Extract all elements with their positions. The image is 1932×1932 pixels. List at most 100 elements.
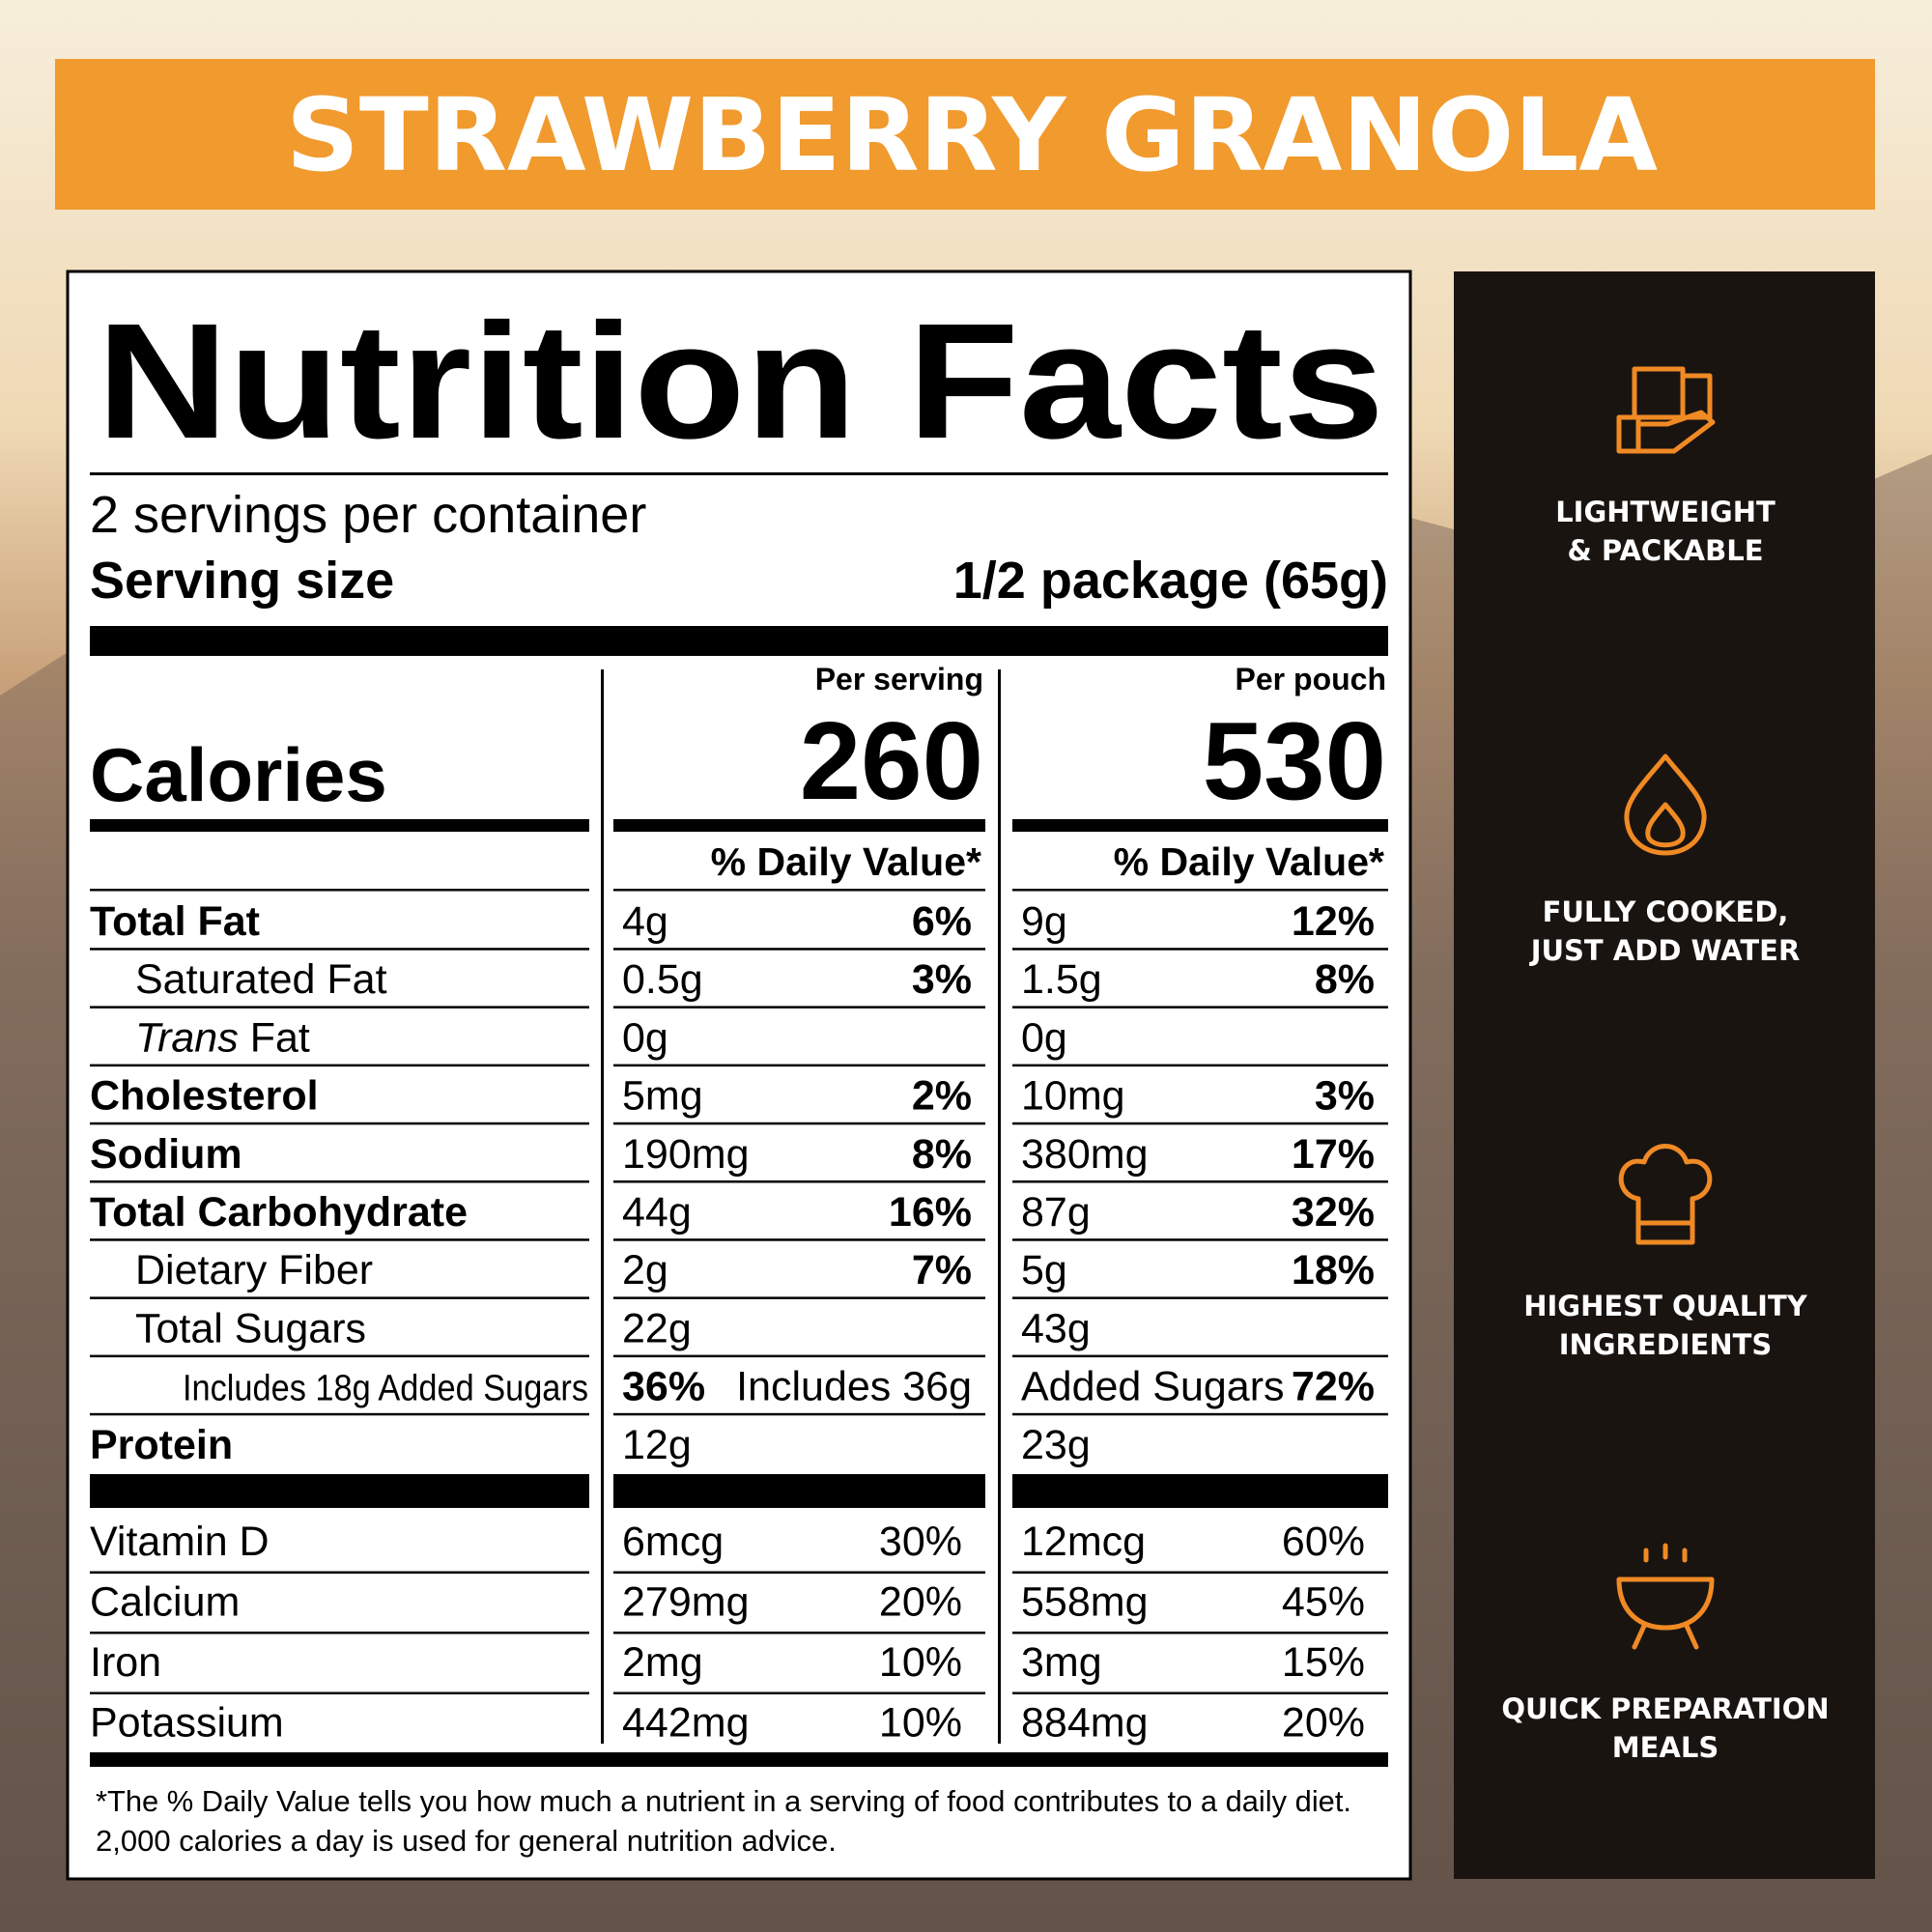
daily-value: 8% — [1315, 956, 1375, 1003]
amount: 5g — [1021, 1247, 1067, 1293]
nutrient-name-bold: Sodium — [90, 1131, 242, 1178]
row-separator — [1012, 1354, 1388, 1358]
thick-rule — [90, 1474, 589, 1508]
amount: 12mcg — [1021, 1519, 1146, 1565]
column-heading: Per pouch — [1236, 662, 1386, 696]
nutrient-name: Dietary Fiber — [135, 1247, 373, 1293]
row-separator — [613, 948, 985, 951]
daily-value: 8% — [912, 1131, 972, 1178]
row-separator — [613, 1006, 985, 1009]
calories-value: 260 — [800, 700, 983, 823]
rule — [90, 1752, 1388, 1767]
daily-value: 10% — [879, 1700, 962, 1747]
daily-value: Includes 36g — [736, 1364, 972, 1410]
row-separator — [1012, 1571, 1388, 1574]
calories-value: 530 — [1203, 700, 1386, 823]
icon-stroke — [1624, 753, 1707, 856]
row-separator — [90, 1691, 589, 1694]
icon-stroke — [1618, 1144, 1713, 1245]
servings: 2 servings per container — [90, 486, 646, 544]
daily-value: 32% — [1292, 1189, 1375, 1236]
daily-value: 17% — [1292, 1131, 1375, 1178]
daily-value: 60% — [1282, 1519, 1365, 1565]
row-separator — [90, 1122, 589, 1125]
row-separator — [613, 1571, 985, 1574]
daily-value: 3% — [1315, 1073, 1375, 1120]
dv-heading: % Daily Value* — [1114, 839, 1384, 884]
nutrient-name: Includes 18g Added Sugars — [183, 1369, 588, 1409]
row-separator — [90, 1632, 589, 1634]
nutrient-name-rest: Fat — [250, 1014, 310, 1061]
icon-stroke — [1680, 373, 1713, 420]
amount: 4g — [622, 898, 668, 945]
row-separator — [1012, 1238, 1388, 1241]
nutrient-name-bold: Cholesterol — [90, 1073, 319, 1120]
feature-text: INGREDIENTS — [1559, 1328, 1773, 1361]
amount: 10mg — [1021, 1073, 1125, 1120]
daily-value: 7% — [912, 1247, 972, 1293]
amount: 9g — [1021, 898, 1067, 945]
features-panel — [1454, 271, 1875, 1879]
vitamin-name: Potassium — [90, 1700, 284, 1747]
feature-text: LIGHTWEIGHT — [1555, 496, 1776, 528]
row-separator — [1012, 1296, 1388, 1299]
nutrient-name: Saturated Fat — [135, 956, 387, 1003]
daily-value: 3% — [912, 956, 972, 1003]
daily-value: 16% — [889, 1189, 972, 1236]
amount: 44g — [622, 1189, 692, 1236]
feature-text: HIGHEST QUALITY — [1523, 1290, 1808, 1322]
icon-stroke — [1645, 802, 1686, 848]
feature-text: QUICK PREPARATION — [1501, 1692, 1829, 1725]
row-separator — [613, 1296, 985, 1299]
column-divider — [601, 669, 604, 1744]
thick-rule — [1012, 1474, 1388, 1508]
amount: 380mg — [1021, 1131, 1148, 1178]
icon-stroke — [1616, 410, 1716, 454]
daily-value: 10% — [879, 1639, 962, 1686]
features-content: LIGHTWEIGHT & PACKABLE FULLY COOKED, JUST A… — [1501, 366, 1830, 1764]
footnote: *The % Daily Value tells you how much a … — [96, 1784, 1351, 1818]
row-separator — [613, 1064, 985, 1067]
row-separator — [90, 1064, 589, 1067]
daily-value: 30% — [879, 1519, 962, 1565]
calories-rule — [613, 819, 985, 832]
row-separator — [613, 1122, 985, 1125]
nutrient-name: Trans Fat — [135, 1014, 310, 1061]
row-separator — [1012, 1122, 1388, 1125]
nutrient-name-bold: Total Fat — [90, 898, 260, 945]
nutrition-label — [66, 270, 1412, 1881]
amount: 2g — [622, 1247, 668, 1293]
amount: 0.5g — [622, 956, 703, 1003]
label-title: Nutrition Facts — [97, 290, 1384, 473]
row-separator — [613, 1632, 985, 1634]
nutrient-name-bold: Protein — [90, 1422, 233, 1468]
thick-rule — [613, 1474, 985, 1508]
amount: 442mg — [622, 1700, 749, 1747]
feature-text: MEALS — [1612, 1731, 1719, 1764]
amount: 0g — [622, 1014, 668, 1061]
row-separator — [1012, 1006, 1388, 1009]
daily-value: 45% — [1282, 1579, 1365, 1626]
row-separator — [1012, 889, 1388, 892]
row-separator — [613, 1412, 985, 1416]
row-separator — [90, 1354, 589, 1358]
row-separator — [1012, 1180, 1388, 1183]
row-separator — [90, 1412, 589, 1416]
amount: 12g — [622, 1422, 692, 1468]
amount: 87g — [1021, 1189, 1091, 1236]
serving-size-label: Serving size — [90, 552, 394, 610]
calories-rule — [1012, 819, 1388, 832]
row-separator — [90, 889, 589, 892]
row-separator — [613, 1354, 985, 1358]
daily-value: 12% — [1292, 898, 1375, 945]
title-banner — [55, 59, 1875, 210]
amount: 2mg — [622, 1639, 703, 1686]
row-separator — [613, 889, 985, 892]
amount: 6mcg — [622, 1519, 724, 1565]
feature-text: FULLY COOKED, — [1543, 895, 1789, 928]
row-separator — [90, 1238, 589, 1241]
amount: 884mg — [1021, 1700, 1148, 1747]
daily-value: 15% — [1282, 1639, 1365, 1686]
dv-heading: % Daily Value* — [711, 839, 981, 884]
